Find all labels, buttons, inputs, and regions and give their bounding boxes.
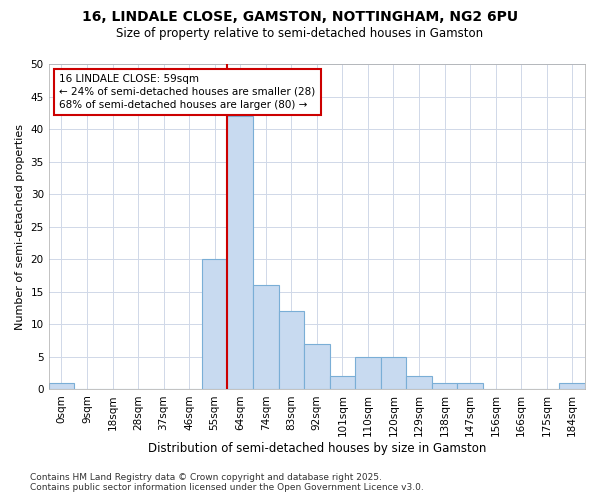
Text: Size of property relative to semi-detached houses in Gamston: Size of property relative to semi-detach… bbox=[116, 28, 484, 40]
Bar bbox=[432, 383, 457, 390]
Bar bbox=[202, 260, 227, 390]
Bar bbox=[406, 376, 432, 390]
X-axis label: Distribution of semi-detached houses by size in Gamston: Distribution of semi-detached houses by … bbox=[148, 442, 486, 455]
Bar bbox=[49, 383, 74, 390]
Bar bbox=[355, 357, 380, 390]
Bar bbox=[227, 116, 253, 390]
Bar bbox=[559, 383, 585, 390]
Text: 16, LINDALE CLOSE, GAMSTON, NOTTINGHAM, NG2 6PU: 16, LINDALE CLOSE, GAMSTON, NOTTINGHAM, … bbox=[82, 10, 518, 24]
Bar bbox=[380, 357, 406, 390]
Y-axis label: Number of semi-detached properties: Number of semi-detached properties bbox=[15, 124, 25, 330]
Bar bbox=[278, 312, 304, 390]
Bar bbox=[253, 286, 278, 390]
Bar bbox=[329, 376, 355, 390]
Text: Contains HM Land Registry data © Crown copyright and database right 2025.
Contai: Contains HM Land Registry data © Crown c… bbox=[30, 473, 424, 492]
Bar bbox=[457, 383, 483, 390]
Text: 16 LINDALE CLOSE: 59sqm
← 24% of semi-detached houses are smaller (28)
68% of se: 16 LINDALE CLOSE: 59sqm ← 24% of semi-de… bbox=[59, 74, 316, 110]
Bar bbox=[304, 344, 329, 390]
